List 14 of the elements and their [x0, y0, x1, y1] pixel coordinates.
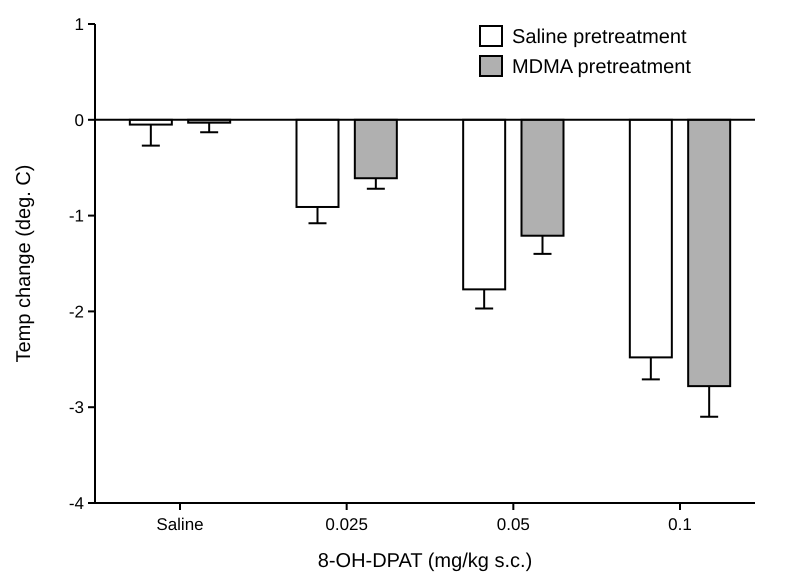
y-axis-title: Temp change (deg. C) — [13, 164, 35, 362]
legend-label: Saline pretreatment — [512, 26, 687, 48]
x-tick-label: 0.05 — [496, 515, 530, 534]
x-tick-label: 0.1 — [668, 515, 692, 534]
y-tick-label: -2 — [68, 302, 84, 322]
x-tick-label: Saline — [156, 515, 204, 534]
y-tick-label: -3 — [68, 398, 84, 418]
legend-label: MDMA pretreatment — [512, 56, 692, 78]
x-tick-label: 0.025 — [325, 515, 368, 534]
y-tick-label: 0 — [74, 110, 84, 130]
x-axis-title: 8-OH-DPAT (mg/kg s.c.) — [318, 550, 532, 572]
y-tick-label: 1 — [74, 14, 84, 34]
y-tick-label: -1 — [68, 206, 84, 226]
y-tick-label: -4 — [68, 494, 84, 513]
